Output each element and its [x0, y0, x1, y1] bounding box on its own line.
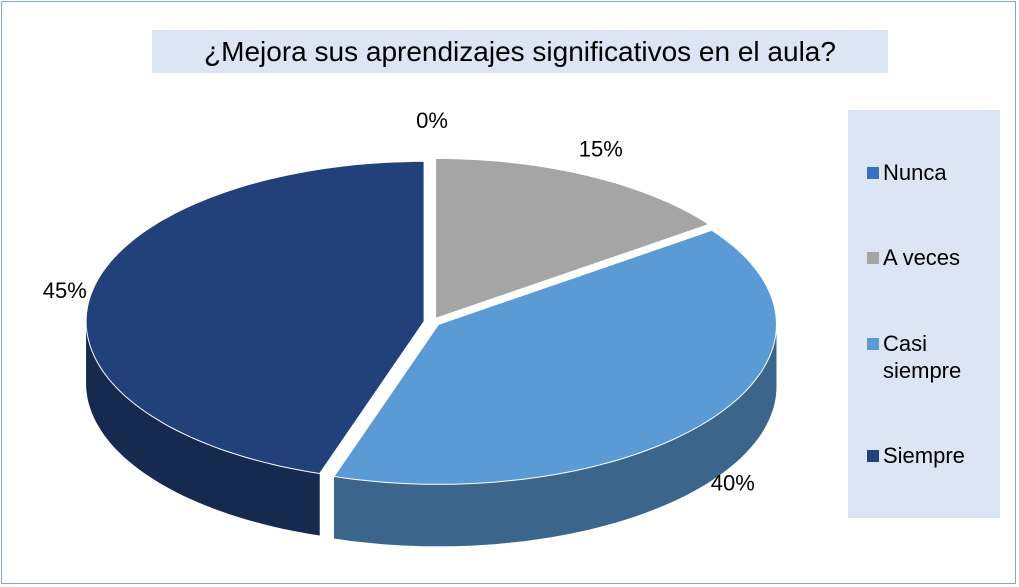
slice — [85, 160, 425, 475]
chart-title: ¿Mejora sus aprendizajes significativos … — [152, 30, 888, 73]
data-label: 15% — [579, 137, 623, 162]
slice — [333, 229, 778, 485]
legend-swatch — [867, 167, 879, 180]
slice-side-shade — [86, 321, 320, 536]
slice-side-shade — [334, 324, 777, 547]
legend-item: Nunca — [848, 159, 1000, 186]
data-label: 0% — [416, 108, 448, 133]
legend-label: Nunca — [883, 160, 947, 186]
legend-item: A veces — [848, 244, 1000, 271]
slice-side — [86, 321, 320, 536]
data-label: 45% — [43, 278, 87, 303]
legend-label: Siempre — [883, 442, 965, 468]
legend: Nunca A veces Casi siempre Siempre — [848, 110, 1000, 518]
legend-item: Siempre — [848, 442, 1000, 469]
legend-label: A veces — [883, 245, 961, 271]
legend-swatch — [867, 449, 879, 462]
data-label: 40% — [711, 470, 755, 495]
legend-swatch — [867, 252, 879, 265]
legend-label: Casi siempre — [883, 330, 962, 383]
legend-swatch — [867, 337, 879, 350]
slice — [435, 157, 711, 320]
legend-item: Casi siempre — [848, 330, 1000, 384]
slice-side — [334, 324, 777, 547]
